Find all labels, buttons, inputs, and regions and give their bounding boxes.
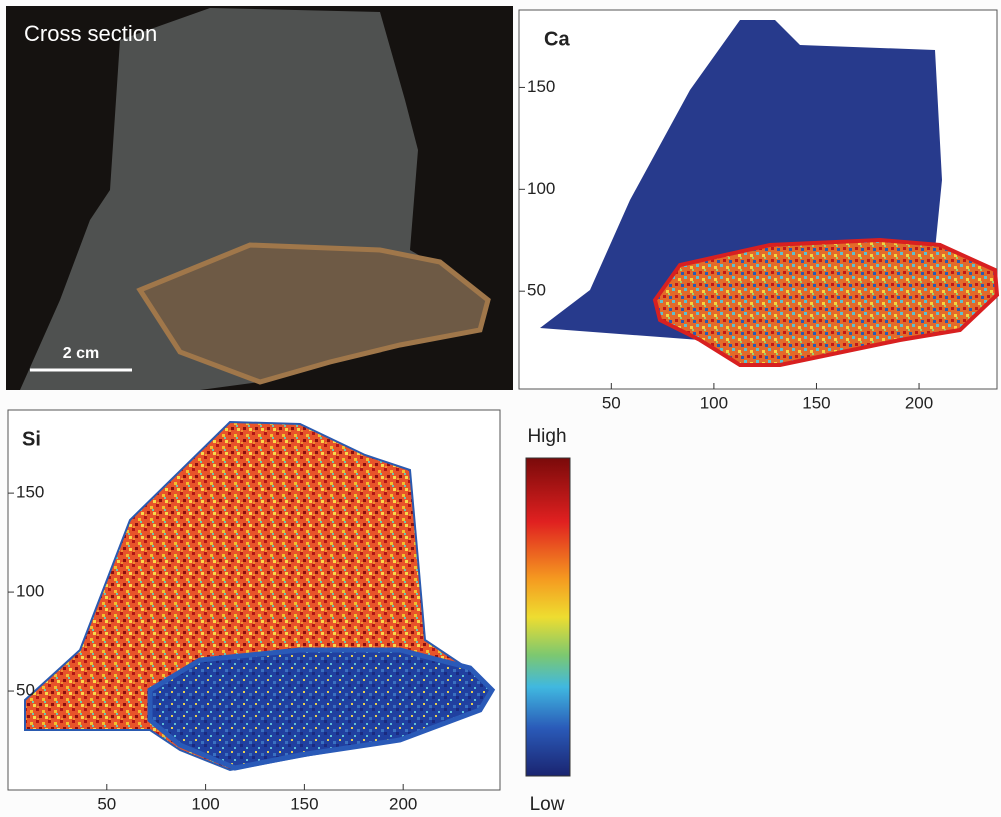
colorbar-low: Low <box>530 794 565 815</box>
x-tick-label: 100 <box>191 794 219 813</box>
photo-panel: Cross section 2 cm <box>6 6 513 390</box>
si-label: Si <box>22 428 41 450</box>
ca-label: Ca <box>544 28 570 50</box>
y-tick-label: 50 <box>527 281 546 300</box>
y-tick-label: 100 <box>16 582 44 601</box>
scale-bar-label: 2 cm <box>63 345 99 362</box>
x-tick-label: 200 <box>389 794 417 813</box>
colorbar: High Low <box>526 426 570 815</box>
x-tick-label: 150 <box>290 794 318 813</box>
y-tick-label: 50 <box>16 681 35 700</box>
ca-panel: Ca <box>519 10 997 389</box>
x-tick-label: 150 <box>802 393 830 412</box>
y-tick-label: 150 <box>16 483 44 502</box>
figure: Cross section 2 cm Ca Si High Low 50 100 1… <box>0 0 1001 817</box>
x-tick-label: 200 <box>905 393 933 412</box>
colorbar-high: High <box>527 426 566 447</box>
y-tick-label: 100 <box>527 179 555 198</box>
colorbar-scale <box>526 458 570 776</box>
x-tick-label: 50 <box>97 794 116 813</box>
x-tick-label: 100 <box>700 393 728 412</box>
x-tick-label: 50 <box>602 393 621 412</box>
photo-label: Cross section <box>24 21 157 46</box>
y-tick-label: 150 <box>527 77 555 96</box>
si-panel: Si <box>8 410 500 790</box>
